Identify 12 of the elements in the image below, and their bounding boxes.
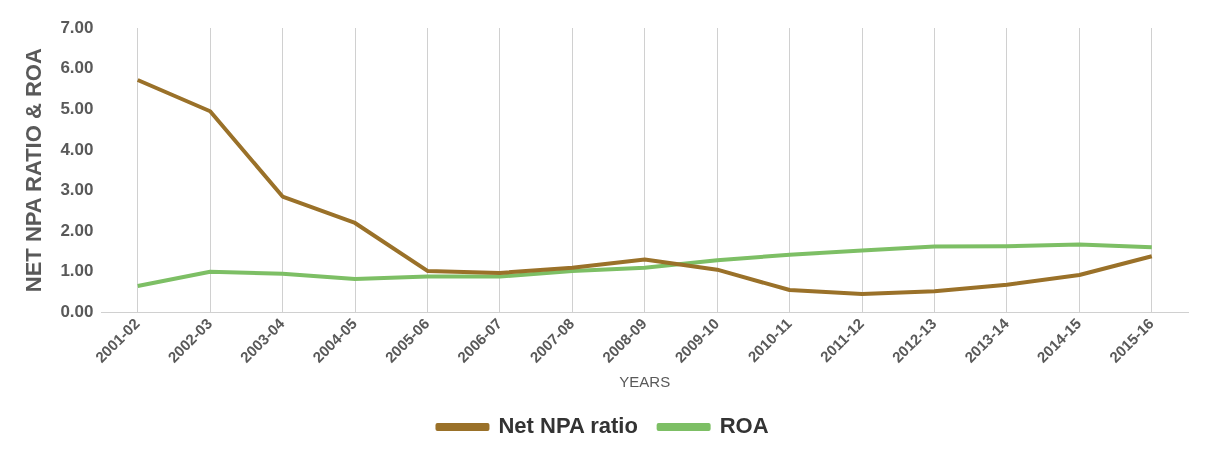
- y-tick-label: 6.00: [60, 58, 94, 78]
- y-tick-label: 1.00: [60, 261, 94, 281]
- y-tick-label: 7.00: [60, 17, 94, 37]
- y-tick-label: 2.00: [60, 220, 94, 240]
- y-tick-label: 0.00: [60, 302, 94, 322]
- y-tick-label: 4.00: [60, 139, 94, 159]
- y-tick-label: 5.00: [60, 98, 94, 118]
- y-axis-title: NET NPA RATIO & ROA: [21, 48, 47, 293]
- x-axis-title: YEARS: [619, 373, 671, 391]
- legend-label: Net NPA ratio: [498, 413, 638, 439]
- legend-label: ROA: [719, 413, 769, 439]
- y-tick-label: 3.00: [60, 180, 94, 200]
